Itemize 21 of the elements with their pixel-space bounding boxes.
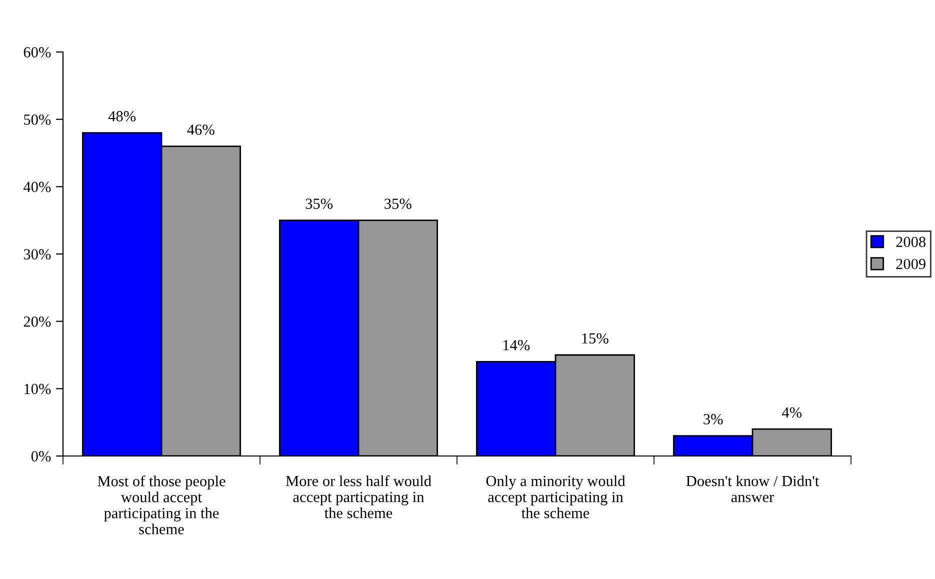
y-tick-label: 0% <box>31 451 51 462</box>
data-label: 35% <box>384 198 412 209</box>
data-label: 15% <box>582 333 608 344</box>
legend-label: 2008 <box>896 236 926 248</box>
data-label: 3% <box>704 414 723 424</box>
x-tick-label: Doesn't know / Didn't answer <box>686 475 820 502</box>
data-label: 46% <box>187 124 214 135</box>
y-tick-label: 50% <box>24 114 51 125</box>
y-tick-label: 30% <box>24 249 51 260</box>
x-tick-label: More or less half would accept particpating in the scheme <box>286 475 432 518</box>
data-label: 48% <box>108 111 136 122</box>
y-tick-label: 60% <box>24 47 51 58</box>
y-tick-label: 40% <box>23 182 51 192</box>
legend-label: 2009 <box>896 258 926 270</box>
x-tick-label: Only a minority would accept participating in the scheme <box>486 475 626 518</box>
data-label: 14% <box>503 340 530 350</box>
data-label: 35% <box>306 198 333 209</box>
data-label: 4% <box>782 407 802 418</box>
y-tick-label: 20% <box>24 316 51 327</box>
x-tick-label: Most of those people would accept participating in the scheme <box>98 475 226 534</box>
y-tick-label: 10% <box>24 384 51 394</box>
